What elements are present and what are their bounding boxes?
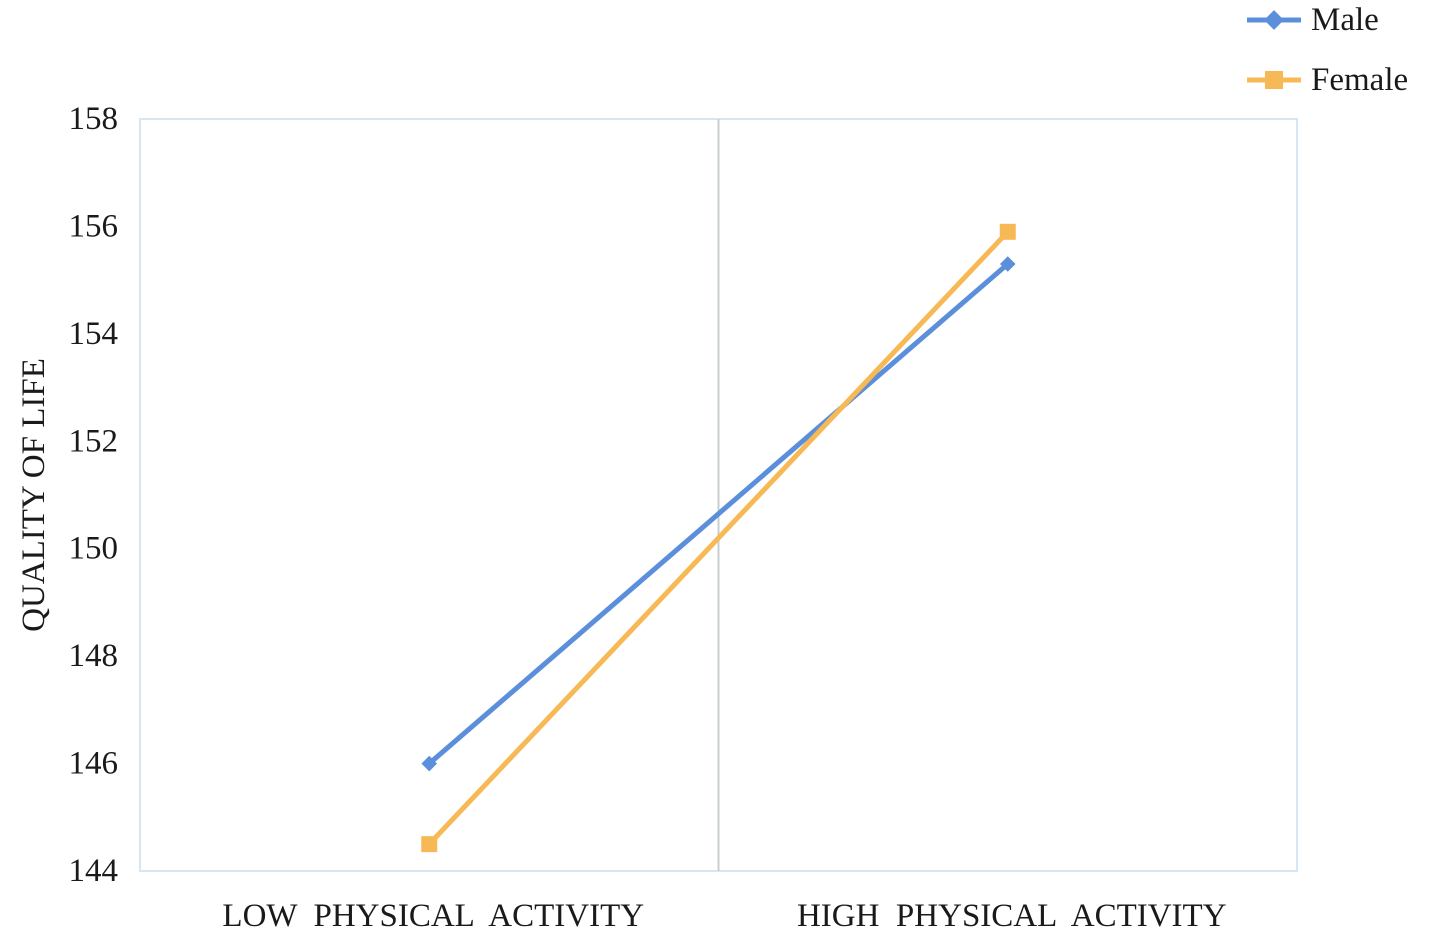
data-point-female — [999, 223, 1016, 240]
y-tick-label: 156 — [69, 208, 119, 244]
series-line-male — [427, 262, 1010, 766]
data-point-female — [421, 836, 438, 853]
x-category-label: HIGH PHYSICAL ACTIVITY — [797, 898, 1227, 933]
legend-item-female: Female — [1247, 62, 1408, 98]
y-tick-label: 144 — [69, 853, 119, 889]
y-tick-label: 146 — [69, 746, 119, 782]
y-axis-tick-labels: 144 146 148 150 152 154 156 158 — [69, 101, 119, 889]
series-line-female — [427, 230, 1010, 846]
legend-diamond-marker — [1264, 10, 1284, 30]
legend-square-marker — [1265, 71, 1283, 89]
legend-item-male: Male — [1247, 2, 1379, 38]
y-axis-title: QUALITY OF LIFE — [16, 358, 52, 632]
legend: Male Female — [1247, 2, 1408, 98]
legend-label: Female — [1311, 62, 1408, 98]
y-tick-label: 150 — [69, 531, 119, 567]
legend-label: Male — [1311, 2, 1379, 38]
y-tick-label: 148 — [69, 638, 119, 674]
y-tick-label: 158 — [69, 101, 119, 137]
y-tick-label: 154 — [69, 316, 119, 352]
x-category-label: LOW PHYSICAL ACTIVITY — [222, 898, 644, 933]
y-tick-label: 152 — [69, 423, 119, 459]
